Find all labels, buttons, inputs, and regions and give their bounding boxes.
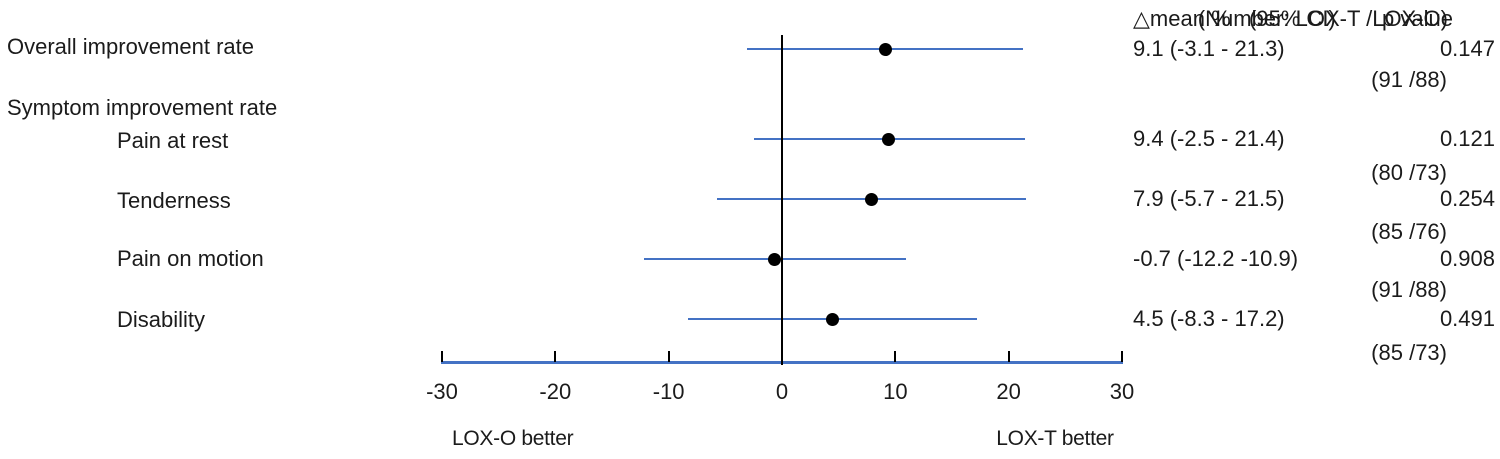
axis-tick-label: 30	[1109, 379, 1135, 404]
axis-tick-label: 0	[775, 379, 789, 404]
mean-ci-value: 9.4 (-2.5 - 21.4)	[1133, 126, 1285, 151]
section-label: Symptom improvement rate	[7, 95, 278, 120]
p-value: 0.147	[1439, 36, 1495, 61]
row-n-note: (85 /73)	[1371, 340, 1447, 365]
p-value-column-header: p value	[1382, 6, 1453, 31]
mean-ci-value: -0.7 (-12.2 -10.9)	[1133, 246, 1299, 271]
p-value: 0.908	[1439, 246, 1495, 271]
left-direction-label: LOX-O better	[452, 427, 574, 450]
zero-line	[781, 35, 783, 365]
number-note-header: (Number: LOX-T /LOX-O)	[1197, 6, 1448, 31]
row-n-note: (80 /73)	[1371, 160, 1447, 185]
mean-marker	[865, 192, 879, 206]
row-label: Pain on motion	[117, 246, 264, 271]
mean-ci-value: 4.5 (-8.3 - 17.2)	[1133, 306, 1285, 331]
row-n-note: (91 /88)	[1371, 67, 1447, 92]
row-n-note: (91 /88)	[1371, 277, 1447, 302]
p-value: 0.491	[1439, 306, 1495, 331]
row-label: Disability	[117, 307, 206, 332]
axis-tick	[894, 351, 897, 362]
mean-ci-column-header: △mean % (95% CI)	[1133, 6, 1336, 31]
axis-tick-label: -20	[539, 379, 572, 404]
axis-tick-label: -10	[652, 379, 685, 404]
axis-tick	[667, 351, 670, 362]
axis-tick-label: -30	[426, 379, 458, 404]
p-value: 0.254	[1439, 186, 1495, 211]
axis-tick	[1007, 351, 1010, 362]
p-value: 0.121	[1439, 126, 1495, 151]
row-label: Tenderness	[117, 188, 231, 213]
mean-ci-value: 9.1 (-3.1 - 21.3)	[1133, 36, 1285, 61]
mean-ci-value: 7.9 (-5.7 - 21.5)	[1133, 186, 1285, 211]
row-label: Pain at rest	[117, 128, 229, 153]
mean-marker	[882, 132, 896, 146]
row-label: Overall improvement rate	[7, 34, 254, 59]
right-direction-label: LOX-T better	[996, 427, 1114, 450]
mean-marker	[826, 312, 840, 326]
row-n-note: (85 /76)	[1371, 219, 1447, 244]
mean-marker	[878, 42, 892, 56]
axis-tick	[1120, 351, 1123, 362]
axis-tick-label: 10	[883, 379, 908, 404]
axis-tick-label: 20	[996, 379, 1021, 404]
axis-tick	[441, 351, 443, 362]
mean-marker	[767, 252, 781, 266]
axis-tick	[554, 351, 557, 362]
